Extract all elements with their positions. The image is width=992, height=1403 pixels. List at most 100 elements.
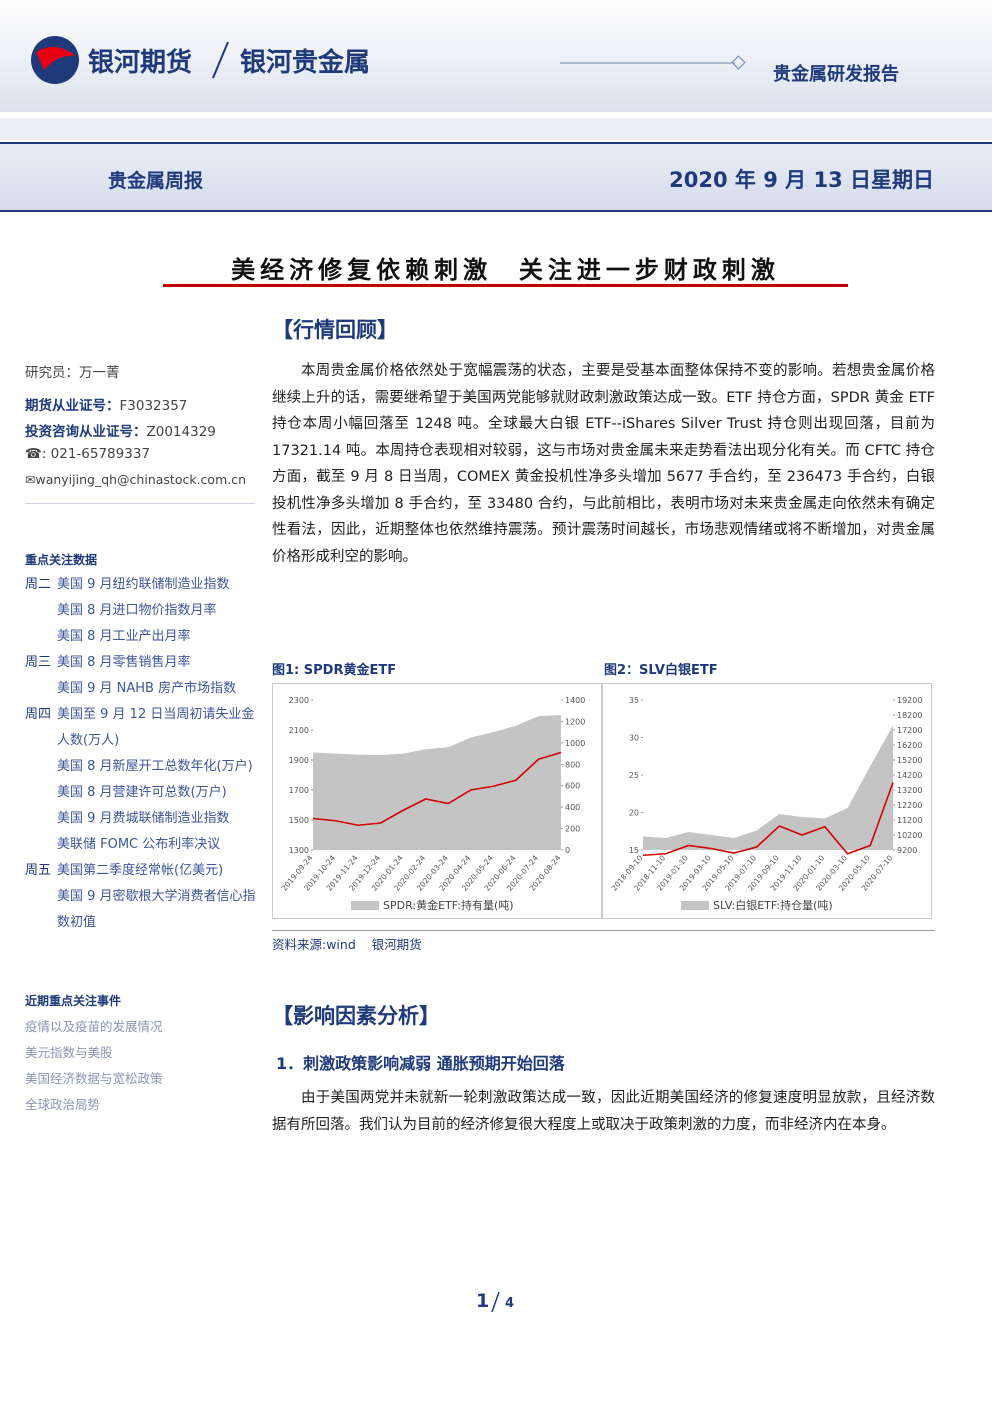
banner bbox=[0, 142, 992, 212]
y2-tick-label: 1000 bbox=[565, 739, 585, 748]
y-tick-label: 1900 bbox=[289, 756, 309, 765]
y2-tick-label: 13200 bbox=[897, 786, 922, 795]
figure-title: 图2：SLV白银ETF bbox=[604, 663, 718, 678]
brand-slash bbox=[212, 41, 229, 79]
focus-row: 美国 8 月新屋开工总数年化(万户) bbox=[25, 754, 257, 780]
focus-indent bbox=[25, 624, 57, 650]
subheading: 1．刺激政策影响减弱 通胀预期开始回落 bbox=[276, 1054, 565, 1073]
focus-indent bbox=[25, 832, 57, 858]
section-heading: 【行情回顾】 bbox=[272, 318, 398, 342]
line bbox=[642, 782, 894, 857]
y2-tick-label: 1200 bbox=[565, 717, 585, 726]
focus-day: 周五 bbox=[25, 863, 52, 878]
line bbox=[312, 751, 562, 827]
page-separator bbox=[491, 1291, 500, 1313]
focus-item: 美国至 9 月 12 日当周初请失业金人数(万人) bbox=[57, 707, 255, 748]
header-art bbox=[31, 36, 746, 84]
paragraph: 由于美国两党并未就新一轮刺激政策达成一致，因此近期美国经济的修复速度明显放款，且… bbox=[272, 1090, 935, 1133]
focus-item: 美国 8 月进口物价指数月率 bbox=[57, 603, 217, 618]
y-tick-label: 30 bbox=[629, 734, 639, 743]
page-total: 4 bbox=[505, 1296, 515, 1311]
focus-item: 美国 9 月 NAHB 房产市场指数 bbox=[57, 681, 237, 696]
focus-item: 美国 8 月新屋开工总数年化(万户) bbox=[57, 759, 253, 774]
y2-tick-label: 16200 bbox=[897, 741, 922, 750]
focus-item: 美国 9 月纽约联储制造业指数 bbox=[57, 577, 230, 592]
legend-swatch bbox=[681, 901, 709, 910]
focus-list: 周二 美国 9 月纽约联储制造业指数 美国 8 月进口物价指数月率 美国 8 月工业产… bbox=[25, 572, 257, 936]
figure-title: 图1: SPDR黄金ETF bbox=[272, 663, 397, 678]
event-item: 美国经济数据与宽松政策 bbox=[25, 1071, 163, 1086]
y2-tick-label: 1400 bbox=[565, 696, 585, 705]
focus-row: 周三 美国 8 月零售销售月率 bbox=[25, 650, 257, 676]
y-tick-label: 1700 bbox=[289, 786, 309, 795]
event-item: 美元指数与美股 bbox=[25, 1045, 113, 1060]
focus-title: 重点关注数据 bbox=[25, 553, 98, 567]
report-type: 贵金属研发报告 bbox=[773, 64, 899, 85]
brand: 银河期货 bbox=[88, 48, 193, 78]
focus-item: 美国 9 月密歇根大学消费者信心指数初值 bbox=[57, 889, 256, 930]
focus-row: 美国 9 月费城联储制造业指数 bbox=[25, 806, 257, 832]
events-list: 疫情以及疫苗的发展情况 美元指数与美股美国经济数据与宽松政策 全球政治局势 bbox=[25, 1014, 257, 1118]
page-current: 1 bbox=[476, 1290, 490, 1312]
area bbox=[643, 725, 893, 850]
y2-tick-label: 200 bbox=[565, 825, 580, 834]
focus-indent bbox=[25, 676, 57, 702]
focus-indent bbox=[25, 754, 57, 780]
y-tick-label: 1500 bbox=[289, 816, 309, 825]
y2-tick-label: 600 bbox=[565, 782, 580, 791]
y2-tick-label: 9200 bbox=[897, 846, 917, 855]
credential-value: F3032357 bbox=[119, 398, 188, 414]
focus-day: 周四 bbox=[25, 707, 52, 722]
credential-value: Z0014329 bbox=[146, 424, 216, 440]
banner-title: 贵金属周报 bbox=[108, 170, 204, 192]
y2-tick-label: 15200 bbox=[897, 756, 922, 765]
focus-indent bbox=[25, 806, 57, 832]
focus-day: 周三 bbox=[25, 655, 52, 670]
focus-indent bbox=[25, 884, 57, 936]
legend-label: SPDR:黄金ETF:持有量(吨) bbox=[383, 898, 514, 912]
focus-day: 周二 bbox=[25, 577, 52, 592]
headline: 美经济修复依赖刺激 关注进一步财政刺激 bbox=[231, 256, 780, 284]
headline-underline bbox=[163, 284, 848, 287]
y2-tick-label: 10200 bbox=[897, 831, 922, 840]
y2-tick-label: 11200 bbox=[897, 816, 922, 825]
focus-row: 美国 8 月营建许可总数(万户) bbox=[25, 780, 257, 806]
y-tick-label: 20 bbox=[629, 809, 639, 818]
section-heading: 【影响因素分析】 bbox=[272, 1004, 440, 1028]
figure-rule bbox=[272, 930, 935, 931]
focus-row: 美国 9 月密歇根大学消费者信心指数初值 bbox=[25, 884, 257, 936]
focus-item: 美国 8 月工业产出月率 bbox=[57, 629, 191, 644]
stripe bbox=[0, 118, 992, 140]
y-tick-label: 2300 bbox=[289, 696, 309, 705]
focus-row: 周四 美国至 9 月 12 日当周初请失业金人数(万人) bbox=[25, 702, 257, 754]
sidebar-rule bbox=[25, 503, 255, 504]
y2-tick-label: 400 bbox=[565, 803, 580, 812]
focus-indent bbox=[25, 780, 57, 806]
event-item: 疫情以及疫苗的发展情况 bbox=[25, 1019, 163, 1034]
y2-tick-label: 17200 bbox=[897, 726, 922, 735]
credential-label: 期货从业证号： bbox=[25, 398, 120, 414]
logo-swoosh bbox=[36, 46, 76, 70]
area bbox=[313, 715, 561, 850]
y2-tick-label: 18200 bbox=[897, 711, 922, 720]
y2-tick-label: 12200 bbox=[897, 801, 922, 810]
source: 资料来源:wind 银河期货 bbox=[272, 937, 422, 952]
y-tick-label: 1300 bbox=[289, 846, 309, 855]
y2-tick-label: 19200 bbox=[897, 696, 922, 705]
focus-item: 美国第二季度经常帐(亿美元) bbox=[57, 863, 224, 878]
y2-tick-label: 0 bbox=[565, 846, 570, 855]
event-item: 全球政治局势 bbox=[25, 1097, 101, 1112]
y-tick-label: 2100 bbox=[289, 726, 309, 735]
focus-row: 美国 8 月进口物价指数月率 bbox=[25, 598, 257, 624]
focus-row: 周五 美国第二季度经常帐(亿美元) bbox=[25, 858, 257, 884]
focus-item: 美国 8 月营建许可总数(万户) bbox=[57, 785, 227, 800]
chart: 15 20 25 30 35 9200 10200 11200 12200 13200 14200 1… bbox=[602, 683, 932, 919]
researcher: 研究员：万一菁 bbox=[25, 365, 120, 381]
focus-item: 美国 9 月费城联储制造业指数 bbox=[57, 811, 230, 826]
legend-label: SLV:白银ETF:持仓量(吨) bbox=[713, 898, 833, 912]
focus-row: 美国 9 月 NAHB 房产市场指数 bbox=[25, 676, 257, 702]
focus-indent bbox=[25, 598, 57, 624]
focus-row: 美国 8 月工业产出月率 bbox=[25, 624, 257, 650]
y2-tick-label: 800 bbox=[565, 760, 580, 769]
header-band bbox=[0, 0, 992, 112]
